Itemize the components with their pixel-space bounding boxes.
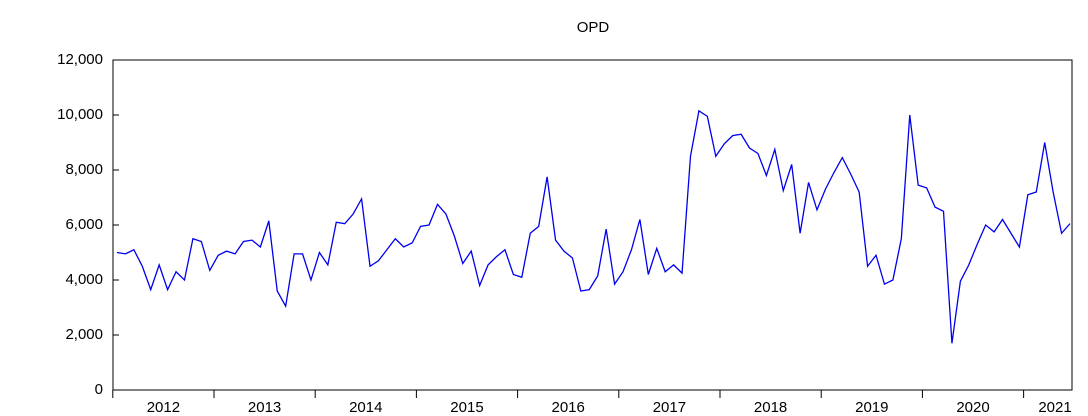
x-tick-label: 2019 — [855, 399, 888, 416]
y-tick-label: 2,000 — [65, 326, 103, 343]
y-tick-label: 10,000 — [57, 106, 103, 123]
x-tick-label: 2017 — [653, 399, 686, 416]
x-tick-label: 2021 — [1038, 399, 1071, 416]
x-tick-label: 2020 — [956, 399, 989, 416]
x-tick-label: 2012 — [147, 399, 180, 416]
y-tick-label: 12,000 — [57, 51, 103, 68]
x-tick-label: 2013 — [248, 399, 281, 416]
y-tick-label: 0 — [95, 381, 103, 398]
line-series — [116, 109, 1071, 344]
x-tick-label: 2014 — [349, 399, 382, 416]
x-tick-label: 2016 — [552, 399, 585, 416]
y-tick-label: 6,000 — [65, 216, 103, 233]
x-tick-label: 2018 — [754, 399, 787, 416]
plot-frame — [112, 59, 1073, 391]
y-tick-label: 8,000 — [65, 161, 103, 178]
chart-title: OPD — [577, 19, 610, 36]
x-tick-label: 2015 — [450, 399, 483, 416]
y-tick-label: 4,000 — [65, 271, 103, 288]
